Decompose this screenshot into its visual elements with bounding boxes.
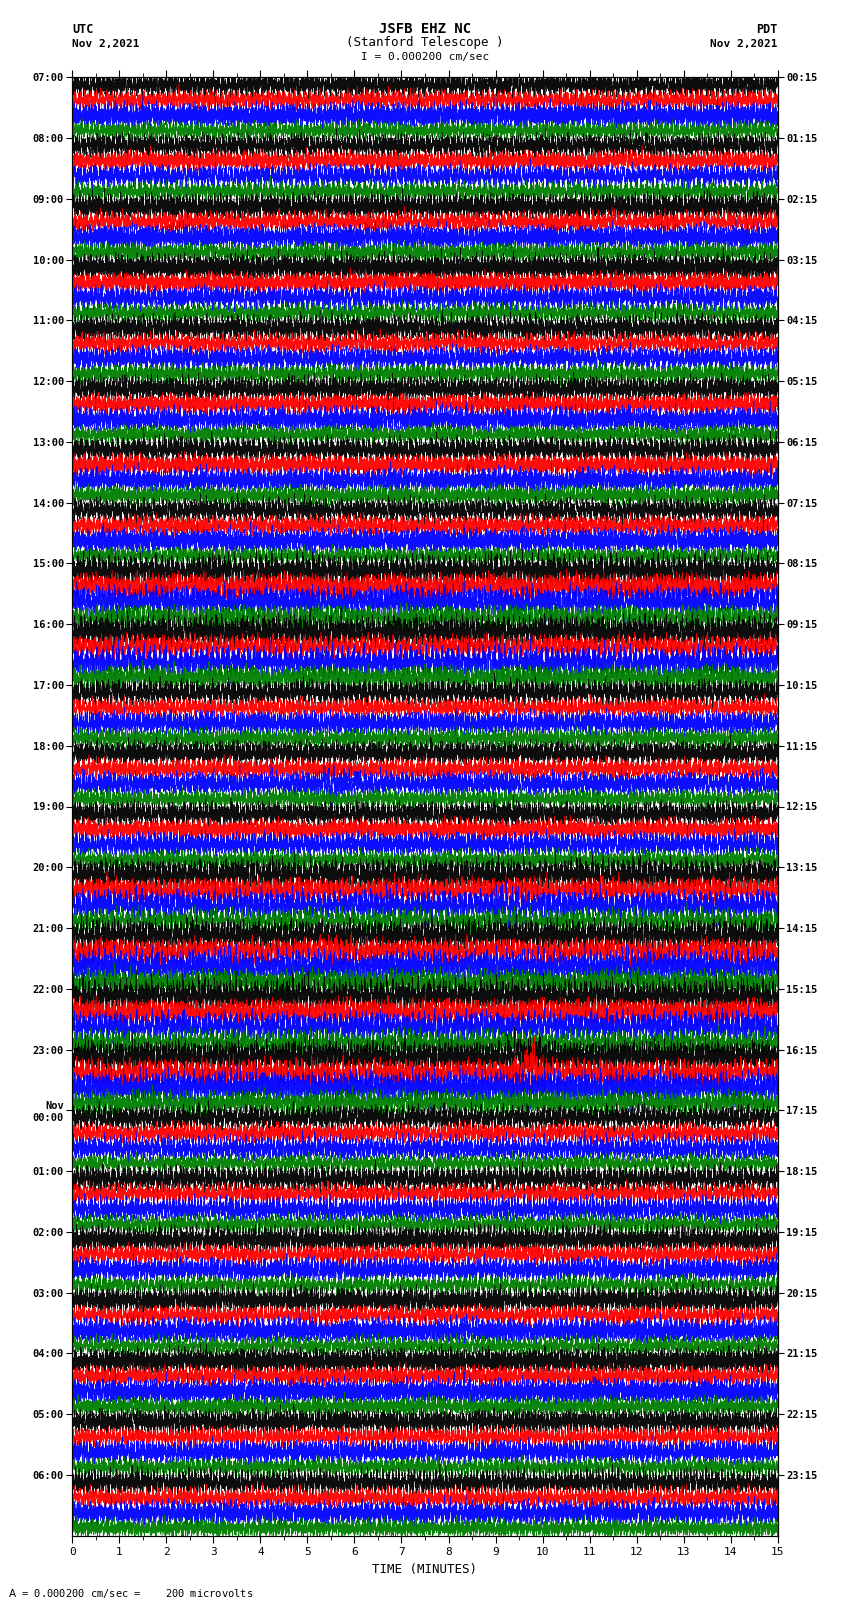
Text: Nov 2,2021: Nov 2,2021 [711, 39, 778, 50]
Text: (Stanford Telescope ): (Stanford Telescope ) [346, 35, 504, 50]
Text: $\mathsf{A}$ = 0.000200 cm/sec =    200 microvolts: $\mathsf{A}$ = 0.000200 cm/sec = 200 mic… [8, 1587, 254, 1600]
Text: UTC: UTC [72, 23, 94, 37]
X-axis label: TIME (MINUTES): TIME (MINUTES) [372, 1563, 478, 1576]
Text: I = 0.000200 cm/sec: I = 0.000200 cm/sec [361, 52, 489, 63]
Text: Nov 2,2021: Nov 2,2021 [72, 39, 139, 50]
Text: JSFB EHZ NC: JSFB EHZ NC [379, 23, 471, 37]
Text: PDT: PDT [756, 23, 778, 37]
